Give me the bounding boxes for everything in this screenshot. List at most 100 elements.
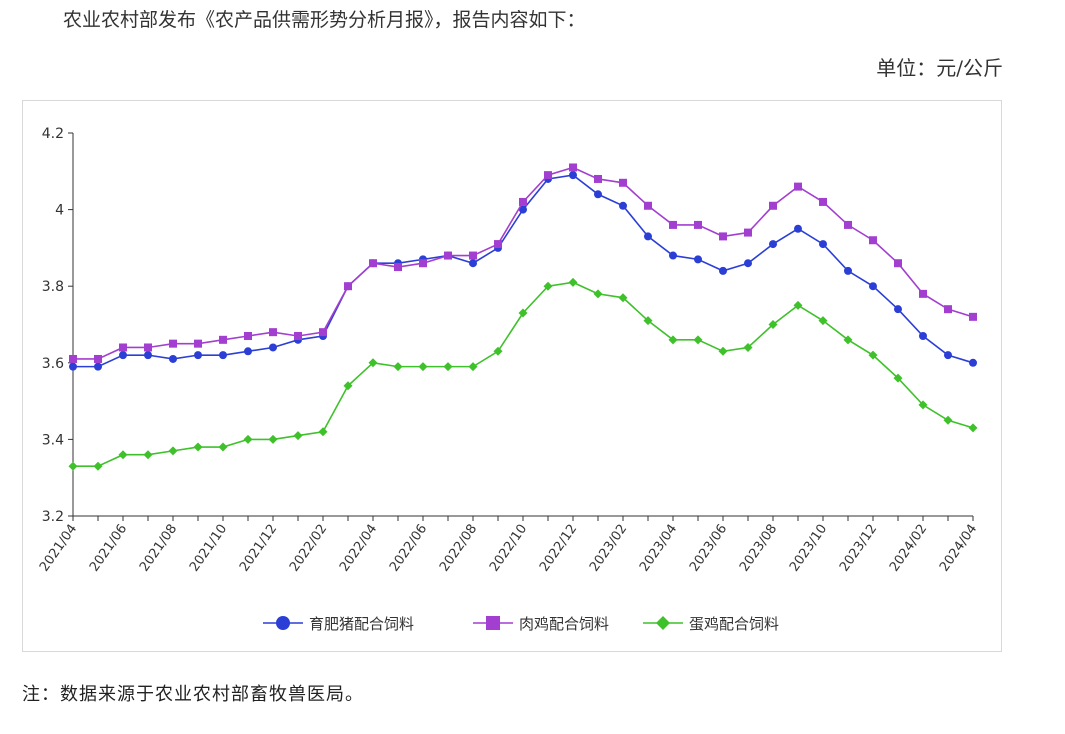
data-point [69, 354, 77, 363]
data-point [243, 434, 253, 444]
legend-label: 蛋鸡配合饲料 [689, 615, 779, 633]
x-tick-label: 2023/10 [787, 522, 830, 575]
y-tick-label: 3.6 [42, 356, 64, 372]
data-point [694, 255, 702, 264]
data-point [944, 351, 952, 360]
data-point [844, 266, 852, 275]
data-point [769, 240, 777, 249]
data-point [93, 461, 103, 471]
x-tick-label: 2023/08 [737, 522, 780, 575]
data-point [293, 431, 303, 441]
data-point [94, 354, 102, 363]
y-tick-label: 4.2 [42, 126, 64, 142]
data-point [343, 381, 353, 391]
data-point [118, 450, 128, 460]
data-point [943, 415, 953, 425]
x-tick-label: 2023/06 [687, 522, 730, 575]
data-point [469, 259, 477, 268]
x-tick-label: 2022/02 [287, 522, 330, 575]
data-point [144, 343, 152, 352]
x-tick-label: 2023/02 [587, 522, 630, 575]
data-point [944, 305, 952, 314]
x-tick-label: 2023/04 [637, 522, 680, 575]
x-tick-label: 2023/12 [837, 522, 880, 575]
data-point [569, 163, 577, 172]
data-point [368, 358, 378, 368]
data-point [69, 362, 77, 371]
data-point [894, 305, 902, 314]
data-point [844, 220, 852, 229]
unit-label: 单位：元/公斤 [876, 56, 1003, 80]
data-point [319, 328, 327, 337]
x-tick-label: 2022/08 [437, 522, 480, 575]
data-point [769, 201, 777, 210]
data-point [219, 335, 227, 344]
data-point [618, 293, 628, 303]
data-point [144, 351, 152, 360]
data-point [768, 320, 778, 329]
data-point [244, 347, 252, 356]
x-tick-label: 2021/04 [37, 522, 80, 575]
data-point [919, 289, 927, 298]
data-point [894, 259, 902, 268]
legend-marker [656, 616, 670, 630]
data-point [169, 354, 177, 363]
data-point [969, 312, 977, 321]
data-point [694, 220, 702, 229]
legend-marker [276, 616, 290, 630]
data-point [869, 236, 877, 245]
data-point [718, 346, 728, 356]
data-point [918, 400, 928, 410]
data-point [318, 427, 328, 437]
data-point [119, 351, 127, 360]
x-tick-label: 2024/02 [887, 522, 930, 575]
data-point [519, 205, 527, 214]
data-point [294, 331, 302, 340]
x-tick-label: 2022/06 [387, 522, 430, 575]
data-point [619, 201, 627, 210]
chart-container: 3.2 3.4 3.6 3.8 4 4.2 2021/04 2021/06 2021/08 202… [22, 100, 1002, 652]
data-point [369, 259, 377, 268]
data-point [643, 316, 653, 326]
data-point [543, 281, 553, 291]
y-tick-label: 4 [55, 203, 64, 219]
data-point [669, 251, 677, 260]
data-point [619, 178, 627, 187]
data-point [668, 335, 678, 345]
intro-text: 农业农村部发布《农产品供需形势分析月报》，报告内容如下： [63, 9, 586, 31]
x-tick-label: 2021/12 [237, 522, 280, 575]
data-point [869, 282, 877, 291]
data-point [968, 423, 978, 433]
data-point [594, 174, 602, 183]
legend-label: 肉鸡配合饲料 [519, 615, 609, 633]
data-point [794, 182, 802, 191]
data-point [744, 259, 752, 268]
data-point [644, 201, 652, 210]
data-point [169, 339, 177, 348]
data-point [168, 446, 178, 456]
data-point [193, 442, 203, 452]
data-point [818, 316, 828, 326]
data-point [218, 442, 228, 452]
data-point [644, 232, 652, 241]
x-tick-label: 2021/08 [137, 522, 180, 575]
data-point [744, 228, 752, 237]
data-point [443, 362, 453, 372]
x-tick-label: 2022/12 [537, 522, 580, 575]
series-line [73, 166, 974, 360]
y-tick-label: 3.8 [42, 279, 64, 295]
data-point [743, 342, 753, 352]
data-point [194, 351, 202, 360]
x-tick-label: 2024/04 [937, 522, 980, 575]
data-point [393, 362, 403, 372]
data-point [194, 339, 202, 348]
data-point [468, 362, 478, 372]
data-point [518, 308, 528, 318]
data-point [269, 343, 277, 352]
data-point [519, 197, 527, 206]
data-point [893, 373, 903, 383]
data-point [569, 171, 577, 180]
data-point [219, 351, 227, 360]
data-point [594, 190, 602, 199]
